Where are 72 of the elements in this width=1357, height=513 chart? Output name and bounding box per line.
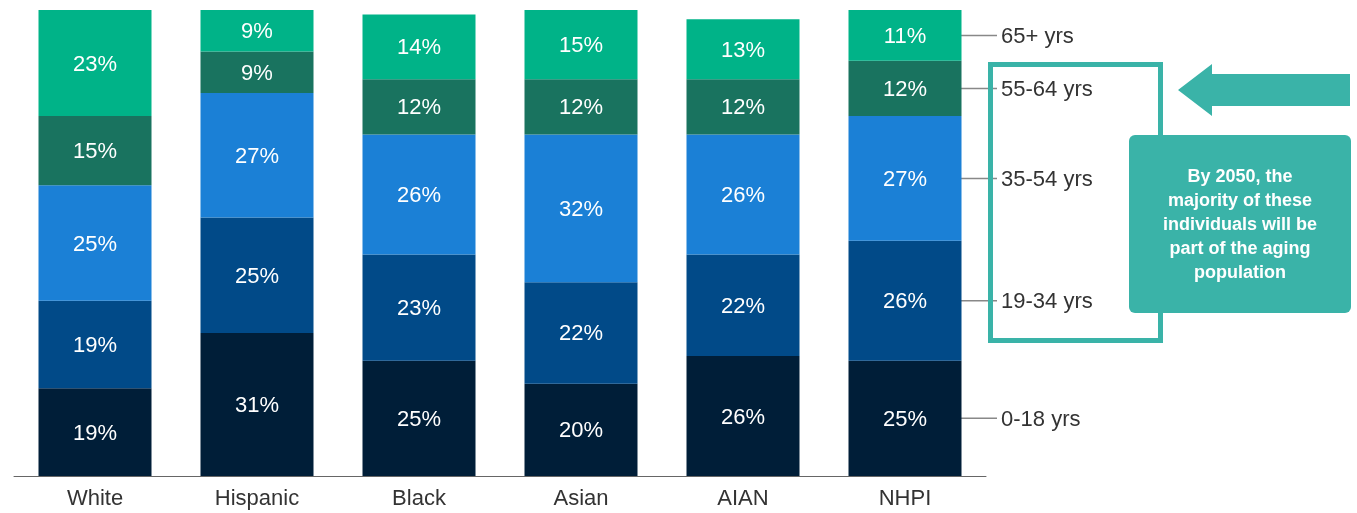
data-label: 32% (558, 195, 604, 221)
data-label: 13% (720, 36, 766, 62)
data-label: 22% (558, 320, 604, 346)
data-label: 9% (241, 18, 273, 44)
data-label: 25% (72, 230, 118, 256)
data-label: 26% (720, 403, 766, 429)
x-tick-label: AIAN (717, 484, 769, 510)
series-label: 0-18 yrs (1001, 405, 1081, 431)
bar (200, 93, 314, 218)
data-label: 31% (234, 391, 280, 417)
data-label: 9% (241, 59, 273, 85)
text: By 2050, the majority of these individuals will be part of the aging population (1129, 135, 1351, 313)
data-label: 15% (558, 32, 604, 58)
data-label: 14% (396, 34, 442, 60)
bar (200, 51, 314, 94)
series-label: 35-54 yrs (1001, 165, 1093, 191)
bar (200, 217, 314, 333)
bar (38, 300, 152, 389)
bar (524, 282, 638, 384)
bar (848, 240, 962, 361)
data-label: 26% (396, 182, 442, 208)
data-label: 23% (396, 295, 442, 321)
data-label: 12% (558, 94, 604, 120)
bar (362, 14, 476, 80)
bar (686, 134, 800, 255)
data-label: 12% (720, 94, 766, 120)
series-label: 55-64 yrs (1001, 75, 1093, 101)
bar (362, 254, 476, 361)
data-label: 23% (72, 50, 118, 76)
bar (362, 134, 476, 255)
data-label: 26% (720, 182, 766, 208)
bar (686, 254, 800, 357)
bar (200, 332, 314, 476)
bar (848, 360, 962, 476)
data-label: 20% (558, 417, 604, 443)
bar (524, 79, 638, 135)
data-label: 12% (882, 75, 928, 101)
x-tick-label: Black (392, 484, 447, 510)
bar (524, 383, 638, 476)
bar (362, 360, 476, 476)
data-label: 15% (72, 138, 118, 164)
data-label: 22% (720, 292, 766, 318)
x-tick-label: White (66, 484, 124, 510)
data-label: 25% (882, 405, 928, 431)
bar (848, 10, 962, 61)
bar (848, 116, 962, 241)
data-label: 26% (882, 288, 928, 314)
data-label: 11% (883, 22, 927, 48)
data-label: 12% (396, 94, 442, 120)
bar (38, 116, 152, 186)
x-tick-label: Hispanic (214, 484, 300, 510)
data-label: 25% (396, 405, 442, 431)
data-label: 19% (72, 419, 118, 445)
data-label: 25% (234, 262, 280, 288)
series-label: 19-34 yrs (1001, 288, 1093, 314)
bar (38, 388, 152, 476)
bar (686, 79, 800, 135)
data-label: 19% (72, 332, 118, 358)
bar (362, 79, 476, 135)
bar (848, 60, 962, 117)
bar (38, 10, 152, 117)
bar (524, 134, 638, 283)
x-tick-label: Asian (553, 484, 609, 510)
bar (524, 10, 638, 80)
bar (200, 10, 314, 52)
bar (686, 19, 800, 80)
data-label: 27% (234, 142, 280, 168)
series-label: 65+ yrs (1001, 22, 1074, 48)
bar (38, 185, 152, 301)
data-label: 27% (882, 165, 928, 191)
x-tick-label: NHPI (878, 484, 932, 510)
bar (686, 356, 800, 476)
